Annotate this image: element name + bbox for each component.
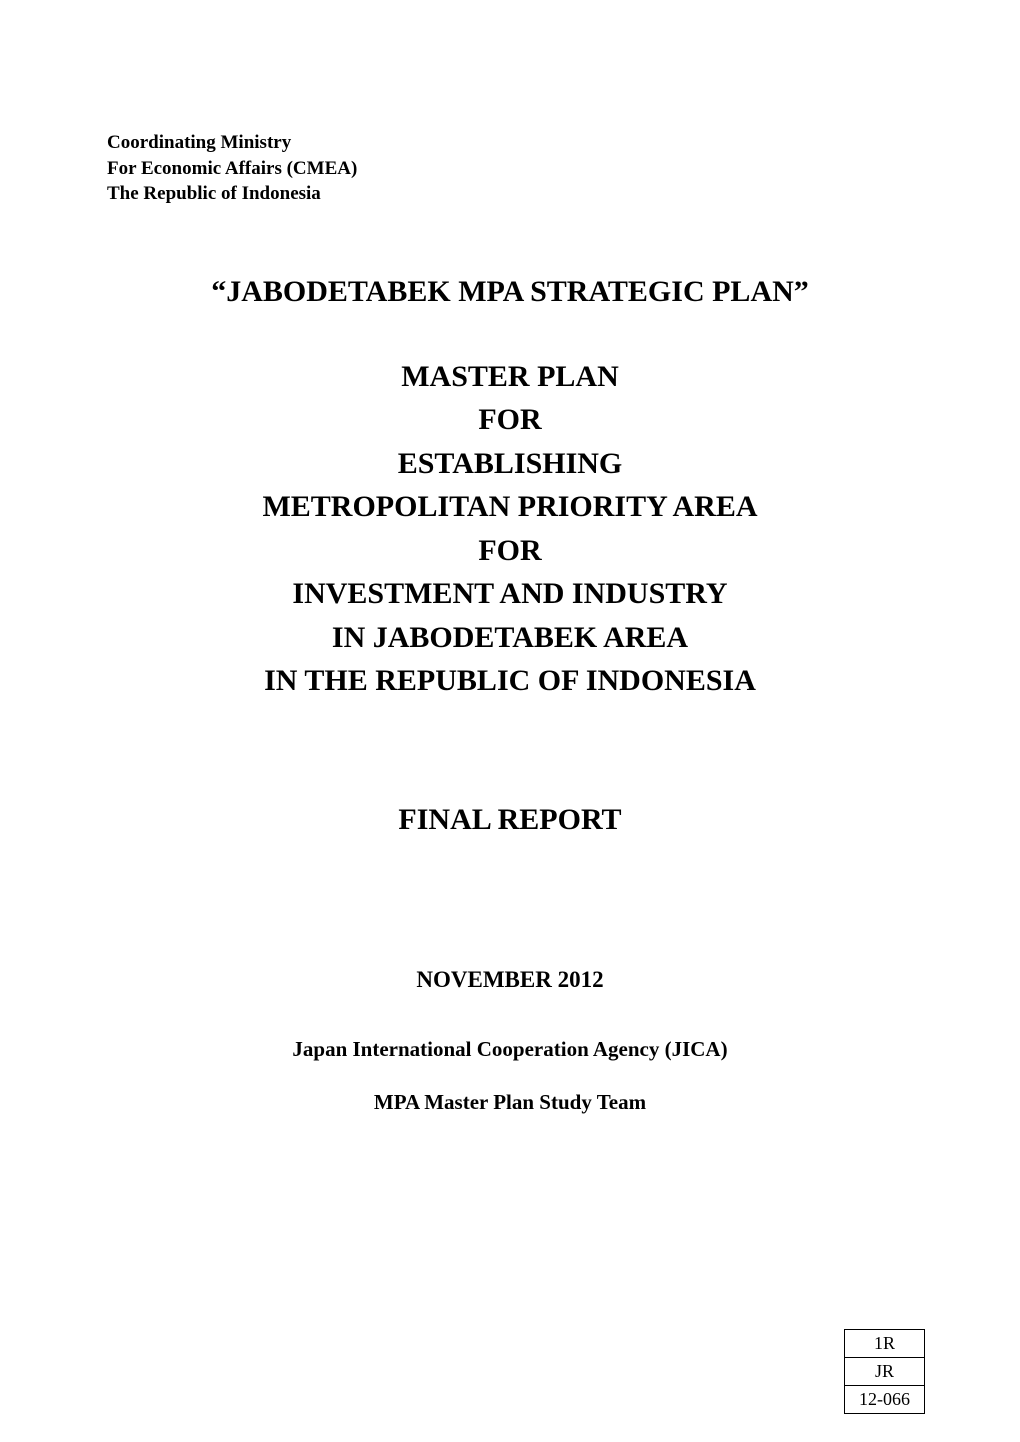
main-title-line-6: INVESTMENT AND INDUSTRY bbox=[95, 572, 925, 616]
org-line-2: For Economic Affairs (CMEA) bbox=[107, 156, 925, 182]
main-title-line-8: IN THE REPUBLIC OF INDONESIA bbox=[95, 659, 925, 703]
code-row-2: JR bbox=[845, 1358, 925, 1386]
main-title-line-2: FOR bbox=[95, 398, 925, 442]
code-row-1: 1R bbox=[845, 1330, 925, 1358]
agency-name: Japan International Cooperation Agency (… bbox=[95, 1037, 925, 1062]
issuing-organization-block: Coordinating Ministry For Economic Affai… bbox=[107, 130, 925, 207]
report-type-label: FINAL REPORT bbox=[95, 803, 925, 837]
document-code-box: 1R JR 12-066 bbox=[844, 1329, 925, 1414]
org-line-1: Coordinating Ministry bbox=[107, 130, 925, 156]
publication-date: NOVEMBER 2012 bbox=[95, 967, 925, 993]
main-title-line-7: IN JABODETABEK AREA bbox=[95, 616, 925, 660]
code-row-3: 12-066 bbox=[845, 1386, 925, 1414]
quoted-title: “JABODETABEK MPA STRATEGIC PLAN” bbox=[95, 275, 925, 309]
main-title-line-5: FOR bbox=[95, 529, 925, 573]
main-title-line-1: MASTER PLAN bbox=[95, 355, 925, 399]
main-title-line-3: ESTABLISHING bbox=[95, 442, 925, 486]
main-title-line-4: METROPOLITAN PRIORITY AREA bbox=[95, 485, 925, 529]
study-team-name: MPA Master Plan Study Team bbox=[95, 1090, 925, 1115]
main-title-block: MASTER PLAN FOR ESTABLISHING METROPOLITA… bbox=[95, 355, 925, 703]
org-line-3: The Republic of Indonesia bbox=[107, 181, 925, 207]
